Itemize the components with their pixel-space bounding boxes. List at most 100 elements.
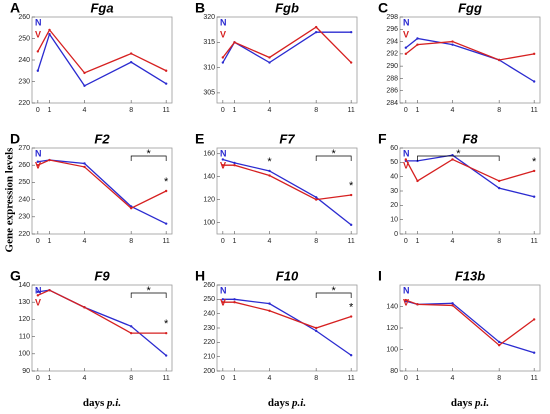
y-tick-label: 210 <box>203 354 215 361</box>
data-point <box>129 52 133 55</box>
x-tick-label: 0 <box>404 238 408 245</box>
y-tick-label: 100 <box>386 346 398 353</box>
data-point <box>129 207 133 210</box>
y-tick-label: 130 <box>18 299 30 306</box>
x-label-italic: p.i. <box>291 397 306 409</box>
data-point <box>532 351 536 354</box>
x-tick-label: 1 <box>48 238 52 245</box>
data-point <box>83 162 86 165</box>
y-tick-label: 140 <box>203 174 215 181</box>
panel-letter: F <box>378 131 387 147</box>
x-tick-label: 1 <box>233 238 237 245</box>
data-point <box>48 28 51 32</box>
data-point <box>221 158 225 161</box>
y-tick-label: 240 <box>18 57 30 64</box>
x-axis-label: days p.i. <box>451 397 489 409</box>
legend-label: V <box>220 297 226 307</box>
plot-frame <box>216 147 358 235</box>
y-tick-label: 10 <box>390 217 398 224</box>
data-point <box>36 164 40 167</box>
legend-label: V <box>403 160 409 170</box>
y-tick-label: 320 <box>203 14 215 21</box>
data-point <box>48 33 51 36</box>
data-point <box>221 301 225 304</box>
panel-title: F2 <box>94 131 110 146</box>
x-tick-label: 8 <box>129 238 133 245</box>
series-line <box>405 37 535 83</box>
panel-title: Fgg <box>458 0 482 15</box>
x-tick-label: 11 <box>348 107 355 114</box>
x-tick-label: 4 <box>451 375 455 382</box>
y-tick-label: 286 <box>386 88 398 95</box>
legend-label: V <box>403 29 409 39</box>
data-point <box>83 165 86 169</box>
y-tick-label: 160 <box>203 151 215 158</box>
data-point <box>268 309 271 312</box>
y-tick-label: 140 <box>386 303 398 310</box>
data-point <box>233 164 236 167</box>
data-point <box>404 46 408 49</box>
data-point <box>221 56 225 59</box>
data-point <box>233 298 236 301</box>
series-line <box>37 159 167 225</box>
y-tick-label: 110 <box>19 333 30 340</box>
data-point <box>129 331 133 335</box>
y-tick-label: 80 <box>390 368 398 375</box>
x-label-italic: p.i. <box>474 397 489 409</box>
series-line <box>405 299 535 347</box>
data-point <box>268 174 271 177</box>
x-tick-label: 11 <box>348 375 355 382</box>
data-point <box>129 325 133 328</box>
x-tick-label: 4 <box>268 375 272 382</box>
series-line <box>405 300 535 354</box>
data-point <box>36 290 40 294</box>
panel-letter: I <box>378 268 382 284</box>
data-point <box>532 52 536 56</box>
y-tick-label: 230 <box>18 78 30 85</box>
x-tick-label: 4 <box>268 238 272 245</box>
plot-frame <box>399 16 541 104</box>
data-point <box>314 326 318 330</box>
x-tick-label: 1 <box>416 238 420 245</box>
y-tick-label: 40 <box>390 174 398 181</box>
plot-frame <box>216 16 358 104</box>
y-tick-label: 260 <box>18 162 30 169</box>
legend-label: V <box>35 29 41 39</box>
data-point <box>164 354 168 357</box>
data-point <box>349 315 353 318</box>
series-line <box>222 158 352 226</box>
y-tick-label: 284 <box>386 100 398 107</box>
significance-star: * <box>147 148 152 160</box>
y-axis-label: Gene expression levels <box>4 147 16 253</box>
data-point <box>268 169 271 173</box>
y-tick-label: 298 <box>386 14 398 21</box>
panel-letter: D <box>10 131 20 147</box>
data-point <box>233 301 236 304</box>
data-point <box>314 198 318 201</box>
data-point <box>532 195 536 198</box>
y-tick-label: 315 <box>203 39 215 46</box>
plot-frame <box>31 16 173 104</box>
data-point <box>164 189 168 193</box>
data-point <box>314 329 318 333</box>
panel-title: F7 <box>279 131 295 146</box>
data-point <box>36 294 40 297</box>
legend-label: N <box>220 17 227 27</box>
data-point <box>416 303 419 306</box>
x-label-main: days <box>451 397 473 409</box>
series-line <box>222 31 352 64</box>
x-tick-label: 1 <box>416 107 420 114</box>
x-tick-label: 1 <box>233 107 237 114</box>
significance-bracket <box>315 292 352 298</box>
x-tick-label: 0 <box>36 107 40 114</box>
data-point <box>314 196 318 199</box>
x-tick-label: 11 <box>531 375 538 382</box>
data-point <box>404 298 408 302</box>
significance-star: * <box>164 176 169 188</box>
data-point <box>164 82 168 85</box>
series-line <box>37 28 167 74</box>
data-point <box>532 169 536 173</box>
data-point <box>221 298 225 301</box>
data-point <box>129 60 133 64</box>
y-tick-label: 240 <box>203 311 215 318</box>
